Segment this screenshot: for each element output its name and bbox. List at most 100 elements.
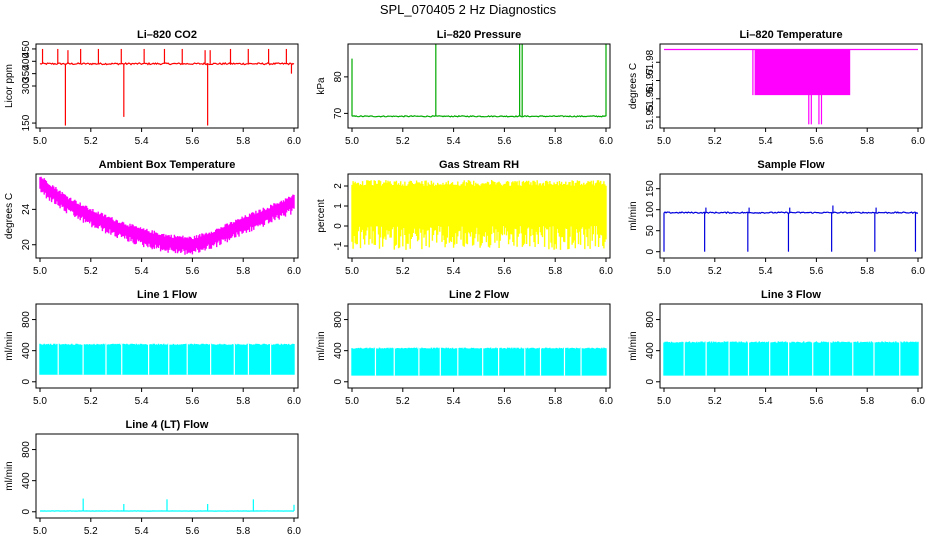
y-axis-label: ml/min xyxy=(4,331,15,360)
x-tick-label: 5.4 xyxy=(447,266,461,277)
y-tick-label: 450 xyxy=(21,40,32,57)
chart-panel-4: Ambient Box Temperature degrees C 5.0 5.2 5.… xyxy=(4,159,301,277)
x-tick-label: 6.0 xyxy=(911,266,925,277)
chart-title: Line 4 (LT) Flow xyxy=(126,419,209,431)
x-tick-label: 5.2 xyxy=(396,396,410,407)
data-line xyxy=(39,61,295,66)
x-tick-label: 5.6 xyxy=(185,136,199,147)
y-tick-label: 50 xyxy=(645,225,656,237)
x-tick-label: 5.2 xyxy=(84,136,98,147)
chart-panel-6: Sample Flow ml/min 5.0 5.2 5.4 5.6 5.8 6.0 0 50 10… xyxy=(628,159,925,277)
chart-title: Li–820 CO2 xyxy=(137,29,197,41)
y-tick-label: 0 xyxy=(645,379,656,385)
data-series xyxy=(39,176,295,255)
y-tick-label: 80 xyxy=(333,71,344,83)
y-tick-label: 0 xyxy=(21,509,32,515)
y-tick-label: 24 xyxy=(21,203,32,215)
x-tick-label: 6.0 xyxy=(287,266,301,277)
x-tick-label: 5.4 xyxy=(135,526,149,537)
data-series xyxy=(39,48,295,126)
x-tick-label: 5.0 xyxy=(345,136,359,147)
y-tick-label: 400 xyxy=(21,472,32,489)
data-band xyxy=(39,176,295,255)
plot-frame xyxy=(35,43,299,129)
x-tick-label: 5.0 xyxy=(345,266,359,277)
y-tick-label: 51.97 xyxy=(645,68,656,93)
x-tick-label: 5.2 xyxy=(84,526,98,537)
plot-frame xyxy=(347,303,611,389)
y-tick-label: 51.96 xyxy=(645,86,656,111)
y-axis-label: degrees C xyxy=(4,193,15,239)
chart-panel-9: Line 3 Flow ml/min 5.0 5.2 5.4 5.6 5.8 6.0 0 400 8… xyxy=(628,289,925,407)
x-tick-label: 5.4 xyxy=(759,266,773,277)
x-tick-label: 5.8 xyxy=(548,396,562,407)
data-line xyxy=(351,115,606,118)
chart-panel-3: Li–820 Temperature degrees C 5.0 5.2 5.4 5.6 5… xyxy=(628,29,925,147)
x-tick-label: 5.4 xyxy=(135,396,149,407)
x-tick-label: 5.8 xyxy=(860,136,874,147)
x-tick-label: 5.6 xyxy=(185,266,199,277)
chart-panel-1: Li–820 CO2 Licor ppm 5.0 5.2 5.4 5.6 5.8 6.0 150… xyxy=(4,29,301,147)
x-tick-label: 6.0 xyxy=(287,396,301,407)
data-line xyxy=(663,211,919,215)
x-tick-label: 5.6 xyxy=(185,526,199,537)
figure-title: SPL_070405 2 Hz Diagnostics xyxy=(379,2,557,17)
y-tick-label: 800 xyxy=(21,311,32,328)
plot-frame xyxy=(347,173,611,259)
y-tick-label: 400 xyxy=(645,342,656,359)
x-tick-label: 5.0 xyxy=(657,266,671,277)
x-tick-label: 6.0 xyxy=(287,136,301,147)
y-axis-label: ml/min xyxy=(316,331,327,360)
x-tick-label: 5.4 xyxy=(135,136,149,147)
x-tick-label: 5.0 xyxy=(33,526,47,537)
x-tick-label: 5.0 xyxy=(657,136,671,147)
data-band xyxy=(351,347,607,376)
data-block xyxy=(754,49,851,96)
y-tick-label: 150 xyxy=(645,180,656,197)
y-tick-label: 800 xyxy=(645,311,656,328)
chart-title: Line 3 Flow xyxy=(761,289,821,301)
y-tick-label: 51.98 xyxy=(645,49,656,74)
x-tick-label: 5.2 xyxy=(84,396,98,407)
x-tick-label: 5.6 xyxy=(497,396,511,407)
y-axis-label: percent xyxy=(316,199,327,233)
x-tick-label: 6.0 xyxy=(911,396,925,407)
x-tick-label: 5.6 xyxy=(185,396,199,407)
x-tick-label: 5.4 xyxy=(759,136,773,147)
chart-title: Line 1 Flow xyxy=(137,289,197,301)
x-tick-label: 5.2 xyxy=(396,136,410,147)
plot-frame xyxy=(35,433,299,519)
y-tick-label: 800 xyxy=(333,311,344,328)
chart-panel-8: Line 2 Flow ml/min 5.0 5.2 5.4 5.6 5.8 6.0 0 400 8… xyxy=(316,289,613,407)
x-tick-label: 5.0 xyxy=(33,136,47,147)
y-axis-label: degrees C xyxy=(628,63,639,109)
y-axis-label: ml/min xyxy=(628,331,639,360)
y-tick-label: 400 xyxy=(333,342,344,359)
y-tick-label: 0 xyxy=(21,379,32,385)
x-tick-label: 5.2 xyxy=(396,266,410,277)
data-series xyxy=(40,498,295,512)
plot-frame xyxy=(347,43,611,129)
y-tick-label: 400 xyxy=(21,53,32,70)
x-tick-label: 5.6 xyxy=(497,136,511,147)
chart-title: Gas Stream RH xyxy=(439,159,519,171)
y-axis-label: Licor ppm xyxy=(4,64,15,108)
y-tick-label: 800 xyxy=(21,441,32,458)
chart-title: Ambient Box Temperature xyxy=(99,159,236,171)
data-band xyxy=(351,180,607,250)
x-tick-label: 5.8 xyxy=(548,136,562,147)
y-tick-label: 70 xyxy=(333,107,344,119)
y-tick-label: 0 xyxy=(333,379,344,385)
x-tick-label: 5.2 xyxy=(708,266,722,277)
plot-frame xyxy=(659,173,923,259)
chart-panel-5: Gas Stream RH percent 5.0 5.2 5.4 5.6 5.8 6.0 -1… xyxy=(316,159,613,277)
y-tick-label: -1 xyxy=(333,241,344,250)
x-tick-label: 5.6 xyxy=(497,266,511,277)
y-axis-label: ml/min xyxy=(628,201,639,230)
data-series xyxy=(664,48,918,125)
data-series xyxy=(351,180,607,250)
chart-panel-7: Line 1 Flow ml/min 5.0 5.2 5.4 5.6 5.8 6.0 0 400 8… xyxy=(4,289,301,407)
x-tick-label: 6.0 xyxy=(599,136,613,147)
y-tick-label: 2 xyxy=(333,183,344,189)
